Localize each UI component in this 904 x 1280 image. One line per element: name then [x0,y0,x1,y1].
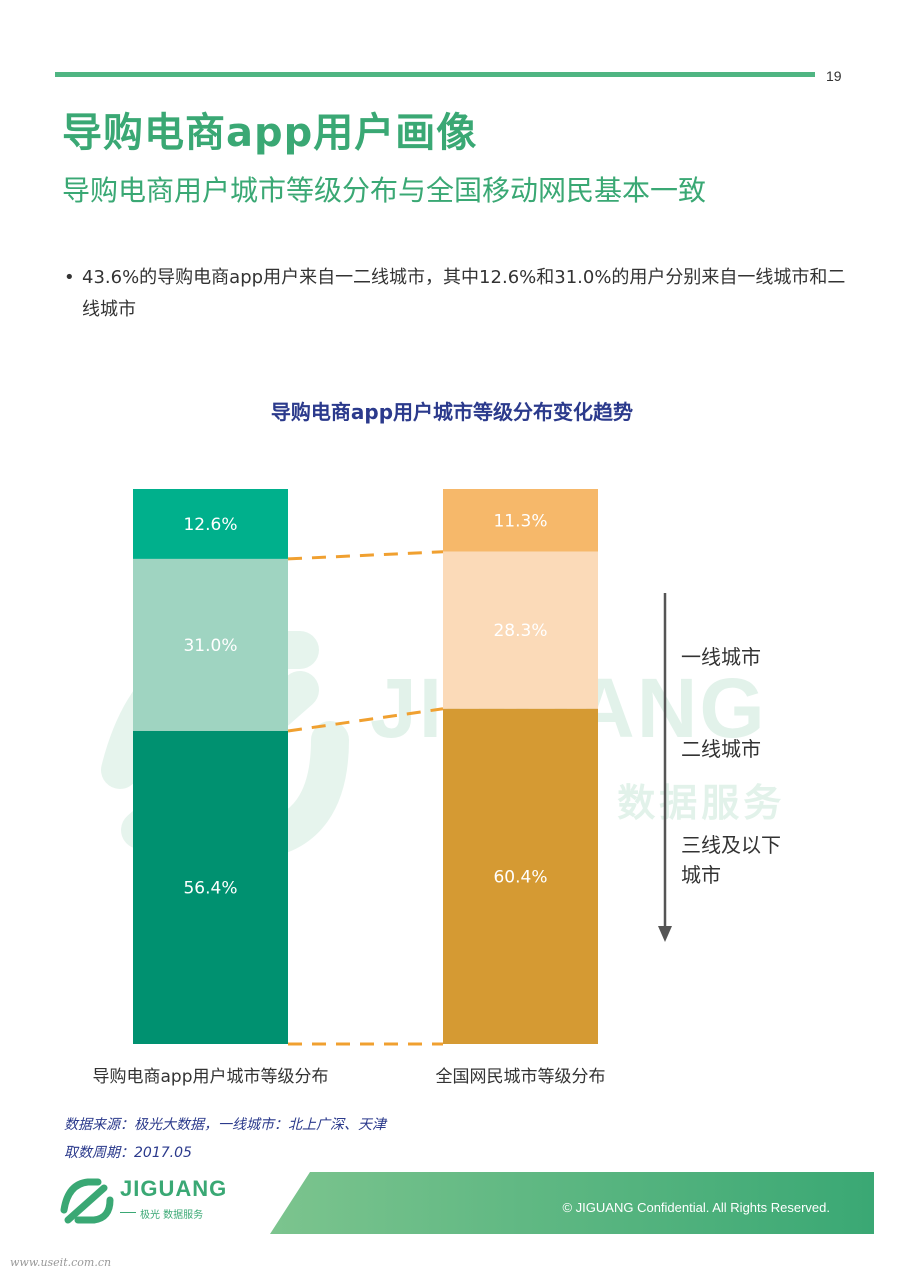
data-label-1-2: 31.0% [183,636,237,656]
copyright-text: © JIGUANG Confidential. All Rights Reser… [562,1200,830,1215]
bar-segment-1-2 [133,558,288,731]
connector-line-2 [287,707,444,733]
page-subtitle: 导购电商用户城市等级分布与全国移动网民基本一致 [62,174,707,207]
page-title: 导购电商app用户画像 [62,110,478,156]
jiguang-logo-icon [60,1178,114,1224]
page-number: 19 [826,68,842,84]
bar-segment-1-1 [133,489,288,559]
brand-divider [120,1212,136,1213]
brand-name: JIGUANG [120,1176,228,1201]
legend-item-1: 一线城市 [681,645,761,669]
footer-band [270,1172,874,1234]
legend-item-3: 三线及以下 [681,833,781,857]
data-label-2-1: 11.3% [493,511,547,531]
brand-subtitle: 极光 数据服务 [140,1210,204,1221]
top-rule [55,72,815,77]
data-period: 取数周期：2017.05 [64,1145,192,1161]
data-source: 数据来源：极光大数据，一线城市：北上广深、天津 [64,1117,386,1133]
bullet-point: • 43.6%的导购电商app用户来自一二线城市，其中12.6%和31.0%的用… [64,262,854,326]
data-label-1-1: 12.6% [183,515,237,535]
data-label-2-3: 60.4% [493,867,547,887]
category-label-1: 导购电商app用户城市等级分布 [93,1067,329,1087]
site-url: www.useit.com.cn [10,1256,112,1269]
bullet-dot: • [64,267,75,288]
bar-segment-2-1 [443,489,598,552]
bullet-text: 43.6%的导购电商app用户来自一二线城市，其中12.6%和31.0%的用户分… [82,267,846,320]
chart-title: 导购电商app用户城市等级分布变化趋势 [270,400,634,424]
arrow-down-icon [658,926,672,942]
data-label-2-2: 28.3% [493,621,547,641]
bar-segment-2-2 [443,551,598,709]
legend-item-4: 城市 [681,863,721,887]
data-label-1-3: 56.4% [183,878,237,898]
bar-segment-1-3 [133,730,288,1044]
bar-segment-2-3 [443,708,598,1044]
category-label-2: 全国网民城市等级分布 [436,1067,606,1087]
legend-item-2: 二线城市 [681,737,761,761]
stacked-bar-chart: 12.6% 31.0% 56.4% 导购电商app用户城市等级分布 11.3% 28.3%… [93,489,781,1087]
connector-line-1 [287,550,444,561]
